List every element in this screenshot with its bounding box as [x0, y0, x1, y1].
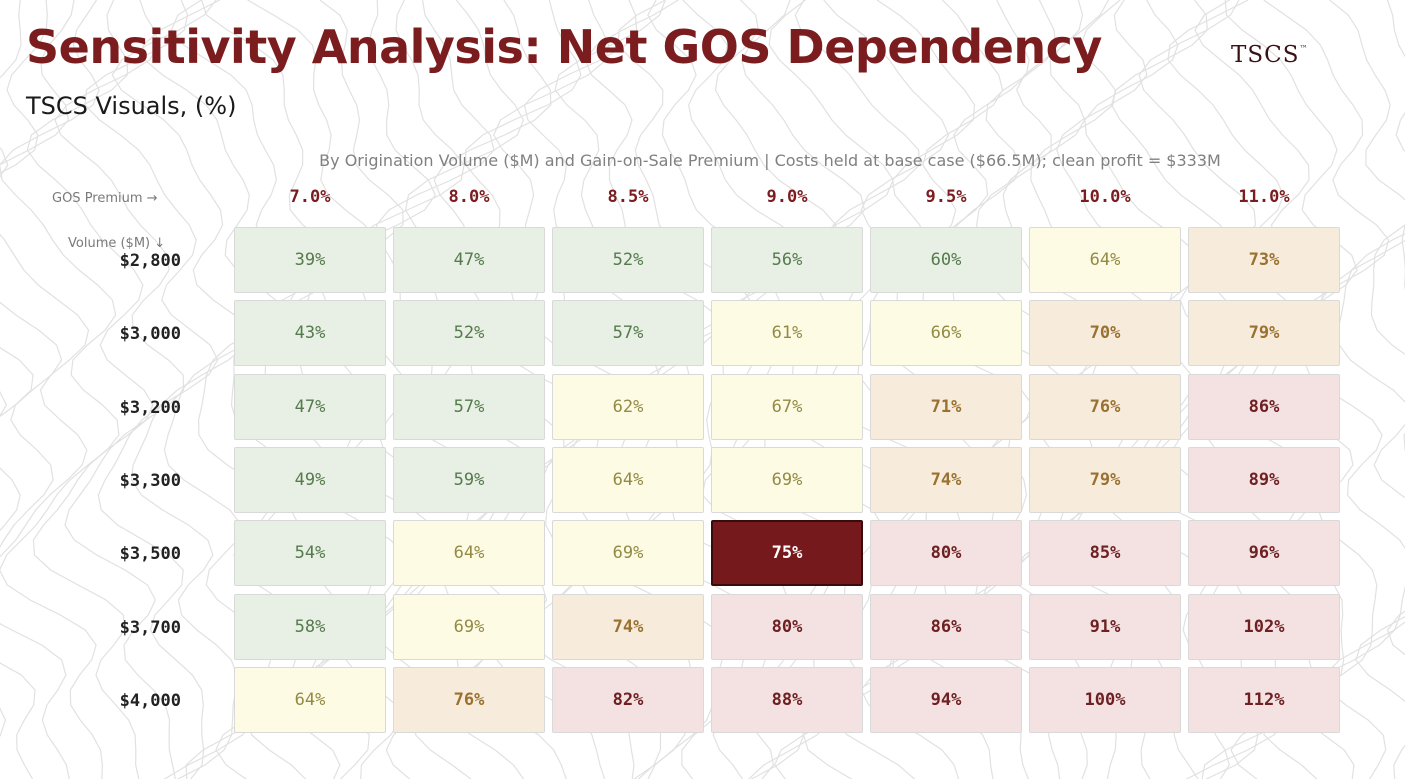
heatmap-cell: 54%	[234, 520, 386, 587]
heatmap-cell: 52%	[393, 300, 545, 367]
heatmap-cell: 96%	[1188, 520, 1340, 587]
column-header: 7.0%	[289, 187, 331, 207]
heatmap-cell: 52%	[552, 227, 704, 293]
row-header: $4,000	[119, 690, 181, 711]
contour-line	[111, 0, 250, 779]
heatmap-cell: 112%	[1188, 666, 1340, 733]
heatmap-cell: 71%	[870, 373, 1022, 440]
contour-line	[0, 0, 34, 738]
heatmap-cell: 94%	[870, 666, 1022, 733]
column-header: 8.5%	[607, 187, 649, 207]
contour-line	[1355, 224, 1405, 779]
contour-line	[26, 0, 154, 779]
heatmap-cell: 85%	[1029, 520, 1181, 587]
heatmap-cell: 80%	[711, 593, 863, 660]
heatmap-cell: 79%	[1029, 446, 1181, 513]
heatmap-cell: 60%	[870, 227, 1022, 293]
heatmap-cell: 69%	[711, 446, 863, 513]
row-header: $3,300	[119, 470, 181, 491]
contour-line	[0, 390, 8, 417]
contour-line	[1324, 0, 1405, 779]
heatmap-cell: 49%	[234, 446, 386, 513]
heatmap-cell: 73%	[1188, 227, 1340, 293]
heatmap-cell: 102%	[1188, 593, 1340, 660]
heatmap-cell: 64%	[234, 666, 386, 733]
heatmap-cell: 39%	[234, 227, 386, 293]
page-title: Sensitivity Analysis: Net GOS Dependency	[26, 20, 1102, 74]
trademark-mark: ™	[1299, 44, 1309, 53]
heatmap-cell: 86%	[1188, 373, 1340, 440]
x-axis-label: GOS Premium →	[52, 191, 158, 206]
heatmap-cell: 66%	[870, 300, 1022, 367]
row-header: $3,000	[119, 324, 181, 345]
heatmap-cell: 47%	[234, 373, 386, 440]
heatmap-cell: 82%	[552, 666, 704, 733]
chart-caption: By Origination Volume ($M) and Gain-on-S…	[319, 151, 1221, 170]
heatmap-cell: 76%	[393, 666, 545, 733]
column-header: 9.5%	[925, 187, 967, 207]
heatmap-cell: 88%	[711, 666, 863, 733]
heatmap-cell: 56%	[711, 227, 863, 293]
row-header: $3,700	[119, 617, 181, 638]
row-header: $3,500	[119, 544, 181, 565]
heatmap-cell: 58%	[234, 593, 386, 660]
contour-line	[0, 0, 120, 779]
row-header: $2,800	[119, 251, 181, 271]
contour-line	[0, 0, 63, 779]
heatmap-cell: 89%	[1188, 446, 1340, 513]
page-subtitle: TSCS Visuals, (%)	[26, 92, 237, 120]
contour-line	[0, 0, 90, 779]
contour-line	[54, 0, 185, 779]
brand-logo-text: TSCS	[1231, 42, 1300, 68]
heatmap-cell: 69%	[393, 593, 545, 660]
heatmap-cell: 79%	[1188, 300, 1340, 367]
column-header: 11.0%	[1238, 187, 1290, 207]
row-header: $3,200	[119, 397, 181, 418]
heatmap-cell: 100%	[1029, 666, 1181, 733]
heatmap-cell: 57%	[393, 373, 545, 440]
heatmap-cell: 62%	[552, 373, 704, 440]
heatmap-cell: 61%	[711, 300, 863, 367]
heatmap-cell: 86%	[870, 593, 1022, 660]
column-header: 10.0%	[1079, 187, 1131, 207]
brand-logo: TSCS™	[1231, 42, 1308, 68]
heatmap-cell: 91%	[1029, 593, 1181, 660]
heatmap-cell: 43%	[234, 300, 386, 367]
heatmap-cell: 67%	[711, 373, 863, 440]
heatmap-cell-highlight: 75%	[711, 520, 863, 587]
contour-line	[1386, 224, 1405, 656]
heatmap-cell: 57%	[552, 300, 704, 367]
heatmap-cell: 47%	[393, 227, 545, 293]
y-axis-label: Volume ($M) ↓	[68, 236, 166, 251]
heatmap-cell: 59%	[393, 446, 545, 513]
column-header: 9.0%	[766, 187, 808, 207]
heatmap-cell: 76%	[1029, 373, 1181, 440]
heatmap-cell: 64%	[552, 446, 704, 513]
heatmap-cell: 64%	[1029, 227, 1181, 293]
heatmap-cell: 80%	[870, 520, 1022, 587]
heatmap-cell: 74%	[870, 446, 1022, 513]
heatmap-cell: 64%	[393, 520, 545, 587]
column-header: 8.0%	[448, 187, 490, 207]
heatmap-cell: 70%	[1029, 300, 1181, 367]
heatmap-cell: 74%	[552, 593, 704, 660]
heatmap-cell: 69%	[552, 520, 704, 587]
contour-line	[84, 0, 219, 779]
